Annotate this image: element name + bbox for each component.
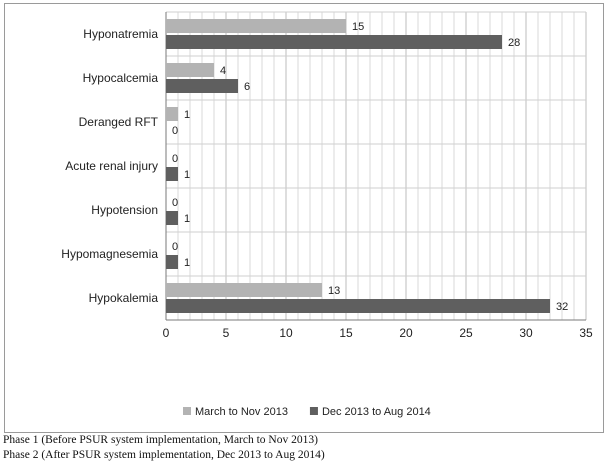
x-tick-label: 0 <box>163 326 170 340</box>
caption-phase-1: Phase 1 (Before PSUR system implementati… <box>3 434 318 446</box>
legend-swatch-series-2 <box>309 407 318 415</box>
category-label-hypokalemia: Hypokalemia <box>89 291 159 305</box>
bar-hyponatremia-series-2 <box>166 35 502 49</box>
category-label-deranged-rft: Deranged RFT <box>79 115 159 129</box>
value-label-hyponatremia-series-1: 15 <box>352 21 364 33</box>
value-label-hypotension-series-2: 1 <box>184 213 190 225</box>
legend-swatch-series-1 <box>183 407 191 415</box>
value-label-hypomagnesemia-series-1: 0 <box>172 241 178 253</box>
value-label-hypokalemia-series-1: 13 <box>328 285 340 297</box>
x-tick-label: 35 <box>579 326 593 340</box>
x-tick-label: 15 <box>339 326 353 340</box>
bar-hypokalemia-series-2 <box>166 299 550 313</box>
bar-hypocalcemia-series-1 <box>166 63 214 77</box>
x-tick-label: 30 <box>519 326 533 340</box>
category-label-hyponatremia: Hyponatremia <box>83 27 158 41</box>
bar-hypotension-series-2 <box>166 211 178 225</box>
caption-phase-2: Phase 2 (After PSUR system implementatio… <box>3 449 325 461</box>
category-label-acute-renal-injury: Acute renal injury <box>65 159 158 173</box>
bar-acute-renal-injury-series-2 <box>166 167 178 181</box>
value-label-hypocalcemia-series-2: 6 <box>244 81 250 93</box>
x-tick-label: 10 <box>279 326 293 340</box>
value-label-hypokalemia-series-2: 32 <box>556 301 568 313</box>
value-label-hypomagnesemia-series-2: 1 <box>184 257 190 269</box>
category-label-hypotension: Hypotension <box>91 203 158 217</box>
bar-hypocalcemia-series-2 <box>166 79 238 93</box>
x-tick-label: 25 <box>459 326 473 340</box>
x-tick-label: 5 <box>223 326 230 340</box>
chart-frame: 15 28 Hyponatremia 4 6 Hypocalcemia 1 0 Deranged… <box>4 3 604 433</box>
value-label-hyponatremia-series-2: 28 <box>508 37 520 49</box>
bar-hyponatremia-series-1 <box>166 19 346 33</box>
value-label-deranged-rft-series-2: 0 <box>172 125 178 137</box>
category-label-hypocalcemia: Hypocalcemia <box>83 71 159 85</box>
legend-label-series-1: March to Nov 2013 <box>195 406 288 418</box>
x-tick-label: 20 <box>399 326 413 340</box>
category-label-hypomagnesemia: Hypomagnesemia <box>61 247 158 261</box>
bar-hypokalemia-series-1 <box>166 283 322 297</box>
value-label-deranged-rft-series-1: 1 <box>184 109 190 121</box>
bar-deranged-rft-series-1 <box>166 107 178 121</box>
legend-label-series-2: Dec 2013 to Aug 2014 <box>322 406 431 418</box>
value-label-acute-renal-injury-series-1: 0 <box>172 153 178 165</box>
value-label-hypocalcemia-series-1: 4 <box>220 65 226 77</box>
value-label-acute-renal-injury-series-2: 1 <box>184 169 190 181</box>
bar-chart: 1528Hyponatremia46Hypocalcemia10Deranged… <box>61 11 593 418</box>
value-label-hypotension-series-1: 0 <box>172 197 178 209</box>
bar-hypomagnesemia-series-2 <box>166 255 178 269</box>
